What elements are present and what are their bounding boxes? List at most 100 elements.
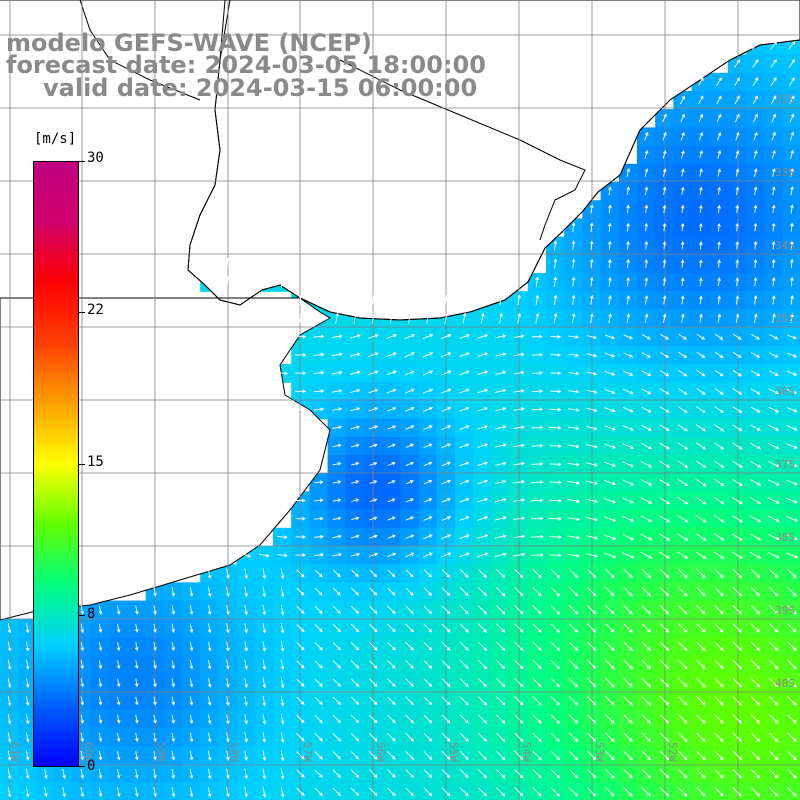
wind-arrow xyxy=(459,659,469,670)
wind-arrow xyxy=(116,732,121,743)
wind-arrow xyxy=(695,496,707,505)
wind-arrow xyxy=(768,768,779,779)
wind-arrow xyxy=(641,732,651,742)
wind-arrow xyxy=(441,534,452,540)
wind-arrow xyxy=(298,312,303,324)
wind-arrow xyxy=(495,498,507,503)
wind-arrow xyxy=(752,40,759,50)
wind-arrow xyxy=(476,552,489,558)
wind-arrow xyxy=(680,222,685,232)
wind-arrow xyxy=(387,461,396,466)
wind-arrow xyxy=(80,714,85,725)
wind-arrow xyxy=(459,787,469,797)
wind-arrow xyxy=(750,696,761,706)
wind-arrow xyxy=(640,533,653,541)
wind-arrow xyxy=(495,425,507,430)
wind-arrow xyxy=(787,352,798,358)
wind-arrow xyxy=(441,388,452,394)
wind-arrow xyxy=(696,605,706,615)
wind-arrow xyxy=(444,294,449,306)
wind-arrow xyxy=(441,678,451,688)
wind-arrow xyxy=(371,312,376,324)
wind-arrow xyxy=(787,334,797,340)
wind-arrow xyxy=(658,497,671,505)
wind-arrow xyxy=(677,568,688,579)
wind-arrow xyxy=(459,497,470,503)
wind-arrow xyxy=(331,389,343,393)
wind-arrow xyxy=(225,257,230,270)
wind-arrow xyxy=(405,714,415,724)
wind-arrow xyxy=(658,515,671,523)
wind-arrow xyxy=(98,660,103,670)
wind-arrow xyxy=(717,277,721,287)
wind-arrow xyxy=(586,605,597,615)
wind-arrow xyxy=(608,313,612,324)
wind-arrow xyxy=(405,732,415,742)
wind-arrow xyxy=(768,586,779,597)
wind-arrow xyxy=(605,696,615,706)
wind-arrow xyxy=(750,388,761,395)
wind-arrow xyxy=(296,569,305,578)
wind-arrow xyxy=(662,204,667,214)
colorbar-unit: [m/s] xyxy=(34,131,77,147)
wind-arrow xyxy=(677,551,689,559)
wind-arrow xyxy=(335,312,340,324)
wind-arrow xyxy=(495,623,506,633)
wind-arrow xyxy=(332,443,342,448)
wind-arrow xyxy=(332,407,343,411)
wind-arrow xyxy=(153,769,157,779)
wind-arrow xyxy=(549,498,562,503)
wind-arrow xyxy=(789,131,795,141)
wind-arrow xyxy=(659,605,670,615)
wind-arrow xyxy=(713,514,725,523)
wind-arrow xyxy=(332,769,342,778)
wind-arrow xyxy=(298,294,303,306)
wind-arrow xyxy=(640,479,653,486)
wind-arrow xyxy=(585,444,598,449)
wind-arrow xyxy=(567,426,580,430)
wind-arrow xyxy=(207,696,212,706)
colorbar-mark xyxy=(79,464,85,465)
wind-arrow xyxy=(25,750,30,761)
wind-arrow xyxy=(644,149,649,159)
wind-arrow xyxy=(296,623,305,633)
wind-arrow xyxy=(695,533,707,541)
wind-arrow xyxy=(641,623,651,633)
wind-arrow xyxy=(171,660,176,670)
wind-arrow xyxy=(422,388,434,394)
wind-arrow xyxy=(699,313,703,323)
wind-arrow xyxy=(189,586,194,597)
wind-cell xyxy=(564,782,583,800)
wind-arrow xyxy=(769,334,779,340)
wind-arrow xyxy=(586,586,597,597)
wind-arrow xyxy=(640,497,653,504)
latitude-labels: 32S 33S 34S 35S 36S 37S 38S 39S 40S xyxy=(775,93,795,690)
wind-arrow xyxy=(767,551,780,559)
wind-arrow xyxy=(770,95,777,105)
wind-arrow xyxy=(735,150,740,159)
wind-arrow xyxy=(662,295,667,305)
wind-arrow xyxy=(262,786,267,798)
wind-arrow xyxy=(514,586,524,597)
wind-arrow xyxy=(698,95,704,105)
wind-arrow xyxy=(499,312,503,324)
wind-arrow xyxy=(477,641,488,651)
wind-arrow xyxy=(514,787,524,797)
wind-arrow xyxy=(641,787,651,797)
wind-arrow xyxy=(80,750,85,761)
wind-arrow xyxy=(441,641,451,651)
wind-arrow xyxy=(568,732,579,742)
wind-arrow xyxy=(586,641,597,651)
wind-arrow xyxy=(531,462,544,466)
wind-arrow xyxy=(586,425,598,431)
wind-arrow xyxy=(441,769,451,779)
wind-arrow xyxy=(550,768,560,779)
wind-arrow xyxy=(7,732,12,743)
wind-arrow xyxy=(295,498,306,503)
wind-arrow xyxy=(405,678,415,688)
wind-arrow xyxy=(641,370,652,376)
wind-arrow xyxy=(677,533,689,541)
wind-arrow xyxy=(767,533,780,541)
wind-arrow xyxy=(549,426,562,430)
wind-arrow xyxy=(495,479,507,484)
